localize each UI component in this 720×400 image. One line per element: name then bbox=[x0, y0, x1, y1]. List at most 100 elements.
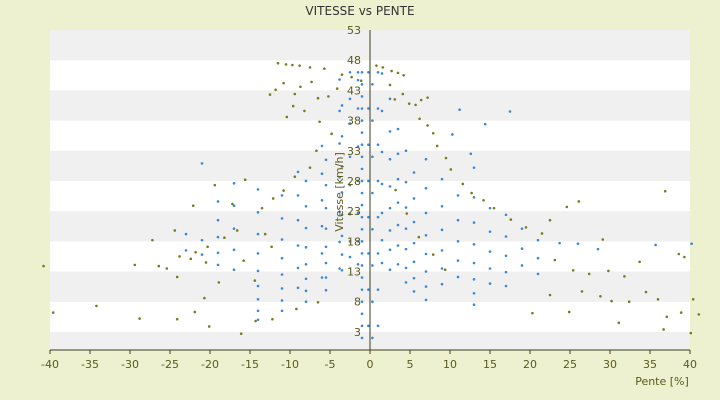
data-point bbox=[488, 206, 492, 210]
data-point bbox=[348, 97, 352, 101]
data-point bbox=[492, 206, 496, 210]
data-point bbox=[424, 252, 428, 256]
data-point bbox=[242, 259, 245, 262]
data-point bbox=[565, 205, 569, 209]
data-point bbox=[356, 240, 360, 243]
y-axis-title: Vitesse [km/h] bbox=[333, 152, 346, 232]
data-point bbox=[472, 291, 476, 295]
data-point bbox=[304, 262, 308, 266]
data-point bbox=[95, 304, 98, 308]
data-point bbox=[388, 83, 392, 87]
x-tick-label: -35 bbox=[81, 358, 99, 371]
data-point bbox=[371, 227, 374, 231]
data-point bbox=[424, 157, 428, 161]
data-point bbox=[665, 315, 669, 319]
data-point bbox=[263, 232, 267, 236]
data-point bbox=[388, 268, 392, 271]
data-point bbox=[412, 171, 416, 174]
data-point bbox=[295, 307, 298, 311]
data-point bbox=[371, 191, 374, 195]
data-point bbox=[338, 109, 341, 113]
data-point bbox=[356, 107, 360, 110]
data-point bbox=[270, 245, 273, 249]
data-point bbox=[280, 238, 284, 241]
data-point bbox=[256, 284, 260, 288]
data-point bbox=[232, 268, 236, 271]
y-tick-label: 23 bbox=[347, 205, 361, 218]
data-point bbox=[157, 264, 161, 268]
data-point bbox=[504, 235, 508, 238]
data-point bbox=[677, 252, 681, 256]
data-point bbox=[380, 109, 384, 113]
data-point bbox=[304, 246, 308, 249]
data-point bbox=[280, 256, 284, 260]
data-point bbox=[376, 324, 380, 328]
x-tick-label: 0 bbox=[367, 358, 374, 371]
data-point bbox=[348, 183, 352, 187]
data-point bbox=[360, 252, 364, 255]
y-tick-label: 18 bbox=[347, 235, 361, 248]
data-point bbox=[536, 256, 540, 260]
data-point bbox=[280, 194, 284, 197]
data-point bbox=[200, 253, 204, 256]
data-point bbox=[304, 226, 308, 230]
data-point bbox=[367, 252, 370, 255]
data-point bbox=[548, 293, 552, 297]
data-point bbox=[469, 152, 473, 156]
data-point bbox=[280, 299, 284, 302]
data-point bbox=[348, 122, 352, 125]
data-point bbox=[360, 143, 364, 147]
data-point bbox=[340, 213, 344, 217]
data-point bbox=[271, 197, 275, 200]
data-point bbox=[404, 247, 408, 251]
data-point bbox=[456, 275, 460, 279]
data-point bbox=[548, 218, 552, 222]
chart-title: VITESSE vs PENTE bbox=[305, 4, 414, 18]
data-point bbox=[690, 242, 693, 246]
data-point bbox=[280, 287, 284, 290]
data-point bbox=[376, 179, 380, 183]
data-point bbox=[348, 212, 352, 216]
data-point bbox=[431, 131, 435, 135]
data-point bbox=[697, 313, 701, 316]
data-point bbox=[431, 253, 435, 256]
data-point bbox=[483, 122, 487, 126]
data-point bbox=[440, 205, 444, 208]
data-point bbox=[536, 272, 540, 276]
data-point bbox=[360, 312, 364, 316]
data-point bbox=[293, 175, 297, 179]
data-point bbox=[424, 211, 428, 215]
data-point bbox=[138, 317, 141, 320]
data-point bbox=[396, 127, 400, 131]
data-point bbox=[553, 258, 557, 262]
data-point bbox=[203, 296, 206, 300]
data-point bbox=[296, 286, 300, 290]
data-point bbox=[417, 235, 421, 239]
data-point bbox=[274, 88, 277, 92]
data-point bbox=[216, 200, 220, 203]
data-point bbox=[340, 73, 344, 76]
data-point bbox=[207, 325, 211, 328]
data-point bbox=[402, 73, 405, 77]
data-point bbox=[662, 328, 665, 331]
data-point bbox=[324, 245, 328, 249]
data-point bbox=[388, 130, 392, 133]
data-point bbox=[607, 269, 610, 273]
data-point bbox=[133, 263, 137, 267]
data-point bbox=[405, 212, 409, 215]
data-point bbox=[610, 299, 613, 303]
y-tick-label: 38 bbox=[347, 115, 361, 128]
data-point bbox=[296, 170, 300, 174]
data-point bbox=[376, 107, 380, 110]
data-point bbox=[320, 276, 324, 279]
data-point bbox=[253, 279, 257, 282]
data-point bbox=[508, 110, 512, 113]
data-point bbox=[504, 270, 508, 274]
x-tick-label: 5 bbox=[407, 358, 414, 371]
data-point bbox=[360, 240, 364, 243]
data-point bbox=[396, 152, 400, 156]
data-point bbox=[380, 261, 384, 265]
data-point bbox=[175, 275, 179, 279]
data-point bbox=[304, 205, 308, 208]
data-point bbox=[371, 83, 374, 86]
